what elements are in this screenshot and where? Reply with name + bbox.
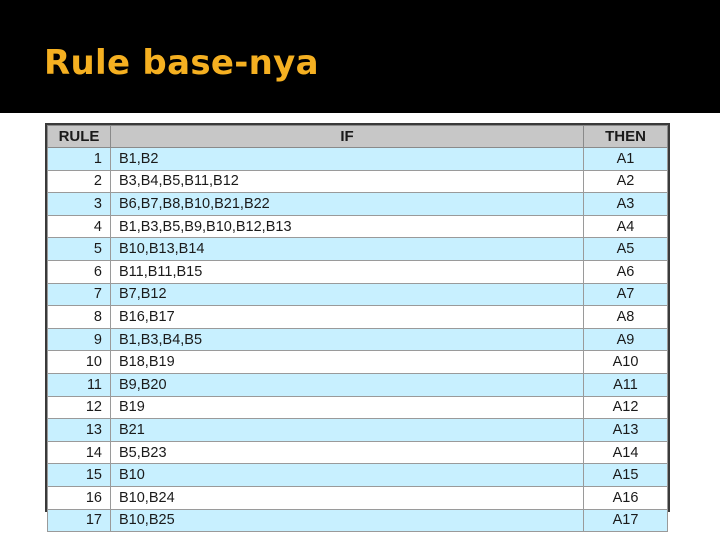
rule-conclusion: A6 bbox=[583, 259, 668, 284]
rule-number: 15 bbox=[47, 463, 111, 487]
rule-condition: B10,B25 bbox=[110, 508, 584, 533]
rule-number: 2 bbox=[47, 169, 111, 194]
rule-conclusion: A14 bbox=[583, 440, 668, 465]
rule-condition: B21 bbox=[110, 418, 584, 442]
rule-condition: B6,B7,B8,B10,B21,B22 bbox=[110, 192, 584, 216]
rule-condition: B10 bbox=[110, 463, 584, 487]
rule-number: 10 bbox=[47, 350, 111, 374]
rule-condition: B1,B3,B5,B9,B10,B12,B13 bbox=[110, 214, 584, 239]
rule-number: 11 bbox=[47, 372, 111, 397]
table-row: 16 B10,B24 A16 bbox=[47, 485, 668, 510]
table-row: 15 B10 A15 bbox=[47, 463, 668, 487]
table-row: 5 B10,B13,B14 A5 bbox=[47, 237, 668, 261]
rule-condition: B11,B11,B15 bbox=[110, 259, 584, 284]
rule-conclusion: A7 bbox=[583, 282, 668, 307]
rule-conclusion: A15 bbox=[583, 463, 668, 487]
header-rule: RULE bbox=[47, 125, 111, 148]
table-header-row: RULE IF THEN bbox=[47, 125, 668, 148]
rule-number: 8 bbox=[47, 305, 111, 329]
rule-number: 13 bbox=[47, 418, 111, 442]
rule-number: 1 bbox=[47, 147, 111, 171]
rule-condition: B3,B4,B5,B11,B12 bbox=[110, 169, 584, 194]
rule-conclusion: A8 bbox=[583, 305, 668, 329]
table-row: 1 B1,B2 A1 bbox=[47, 147, 668, 171]
rule-conclusion: A4 bbox=[583, 214, 668, 239]
slide-title: Rule base-nya bbox=[44, 43, 319, 83]
rule-number: 5 bbox=[47, 237, 111, 261]
rule-condition: B7,B12 bbox=[110, 282, 584, 307]
rule-number: 4 bbox=[47, 214, 111, 239]
table-row: 17 B10,B25 A17 bbox=[47, 508, 668, 533]
rule-condition: B16,B17 bbox=[110, 305, 584, 329]
rule-condition: B18,B19 bbox=[110, 350, 584, 374]
table-row: 6 B11,B11,B15 A6 bbox=[47, 259, 668, 284]
rule-number: 7 bbox=[47, 282, 111, 307]
rule-conclusion: A1 bbox=[583, 147, 668, 171]
rule-condition: B5,B23 bbox=[110, 440, 584, 465]
table-row: 7 B7,B12 A7 bbox=[47, 282, 668, 307]
rule-condition: B1,B3,B4,B5 bbox=[110, 327, 584, 352]
rule-number: 12 bbox=[47, 395, 111, 420]
rule-table-body: 1 B1,B2 A1 2 B3,B4,B5,B11,B12 A2 3 B6,B7… bbox=[47, 147, 668, 533]
rule-conclusion: A17 bbox=[583, 508, 668, 533]
table-row: 12 B19 A12 bbox=[47, 395, 668, 420]
rule-condition: B1,B2 bbox=[110, 147, 584, 171]
rule-condition: B10,B13,B14 bbox=[110, 237, 584, 261]
rule-number: 6 bbox=[47, 259, 111, 284]
table-row: 9 B1,B3,B4,B5 A9 bbox=[47, 327, 668, 352]
rule-condition: B10,B24 bbox=[110, 485, 584, 510]
rule-condition: B19 bbox=[110, 395, 584, 420]
rule-number: 9 bbox=[47, 327, 111, 352]
rule-table: RULE IF THEN 1 B1,B2 A1 2 B3,B4,B5,B11,B… bbox=[47, 125, 668, 533]
rule-conclusion: A13 bbox=[583, 418, 668, 442]
header-then: THEN bbox=[583, 125, 668, 148]
rule-conclusion: A12 bbox=[583, 395, 668, 420]
rule-number: 3 bbox=[47, 192, 111, 216]
title-bar: Rule base-nya bbox=[0, 0, 720, 113]
rule-conclusion: A11 bbox=[583, 372, 668, 397]
rule-conclusion: A3 bbox=[583, 192, 668, 216]
table-row: 8 B16,B17 A8 bbox=[47, 305, 668, 329]
rule-conclusion: A9 bbox=[583, 327, 668, 352]
rule-conclusion: A10 bbox=[583, 350, 668, 374]
rule-number: 14 bbox=[47, 440, 111, 465]
rule-conclusion: A2 bbox=[583, 169, 668, 194]
table-row: 3 B6,B7,B8,B10,B21,B22 A3 bbox=[47, 192, 668, 216]
rule-table-frame: RULE IF THEN 1 B1,B2 A1 2 B3,B4,B5,B11,B… bbox=[45, 123, 670, 533]
table-row: 10 B18,B19 A10 bbox=[47, 350, 668, 374]
rule-number: 17 bbox=[47, 508, 111, 533]
rule-condition: B9,B20 bbox=[110, 372, 584, 397]
table-row: 4 B1,B3,B5,B9,B10,B12,B13 A4 bbox=[47, 214, 668, 239]
rule-conclusion: A5 bbox=[583, 237, 668, 261]
rule-conclusion: A16 bbox=[583, 485, 668, 510]
table-row: 13 B21 A13 bbox=[47, 418, 668, 442]
table-row: 11 B9,B20 A11 bbox=[47, 372, 668, 397]
table-row: 14 B5,B23 A14 bbox=[47, 440, 668, 465]
table-row: 2 B3,B4,B5,B11,B12 A2 bbox=[47, 169, 668, 194]
rule-number: 16 bbox=[47, 485, 111, 510]
header-if: IF bbox=[110, 125, 584, 148]
